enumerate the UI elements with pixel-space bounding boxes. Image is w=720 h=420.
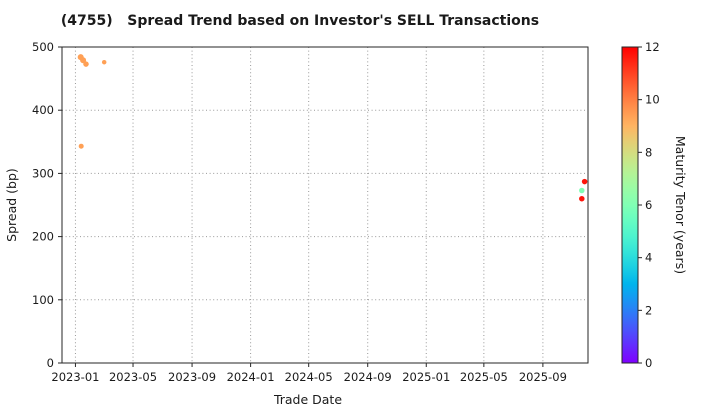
- chart-title: (4755) Spread Trend based on Investor's …: [61, 13, 539, 29]
- colorbar-tick-label: 0: [645, 356, 652, 370]
- x-tick-label: 2023-01: [51, 370, 99, 384]
- colorbar-tick-label: 2: [645, 303, 652, 317]
- y-tick-label: 400: [32, 103, 54, 117]
- colorbar-tick-label: 8: [645, 145, 652, 159]
- colorbar-label: Maturity Tenor (years): [673, 136, 688, 274]
- y-tick-label: 100: [32, 293, 54, 307]
- x-tick-label: 2025-09: [519, 370, 567, 384]
- x-tick-label: 2024-01: [227, 370, 275, 384]
- y-tick-label: 200: [32, 230, 54, 244]
- scatter-point: [579, 195, 585, 202]
- scatter-point: [581, 178, 588, 185]
- colorbar-tick-label: 12: [645, 40, 660, 54]
- x-axis-label: Trade Date: [273, 392, 342, 407]
- y-tick-label: 500: [32, 40, 54, 54]
- colorbar-tick-label: 10: [645, 93, 660, 107]
- scatter-point: [101, 59, 107, 65]
- y-tick-label: 300: [32, 166, 54, 180]
- x-tick-label: 2024-09: [344, 370, 392, 384]
- y-axis-label: Spread (bp): [4, 168, 19, 242]
- x-tick-label: 2024-05: [285, 370, 333, 384]
- scatter-point: [78, 143, 84, 149]
- x-tick-label: 2023-09: [168, 370, 216, 384]
- x-tick-label: 2023-05: [109, 370, 157, 384]
- y-tick-label: 0: [47, 356, 54, 370]
- x-tick-label: 2025-01: [402, 370, 450, 384]
- colorbar-gradient: [622, 47, 638, 363]
- colorbar-tick-label: 6: [645, 198, 652, 212]
- scatter-point: [83, 61, 89, 67]
- plot-border: [61, 46, 589, 364]
- x-tick-label: 2025-05: [460, 370, 508, 384]
- scatter-point: [579, 187, 585, 194]
- colorbar-tick-label: 4: [645, 251, 652, 265]
- chart-generated-layer: 2023-01 2023-05 2023-09 2024-01 2024-05 2024-…: [32, 40, 660, 384]
